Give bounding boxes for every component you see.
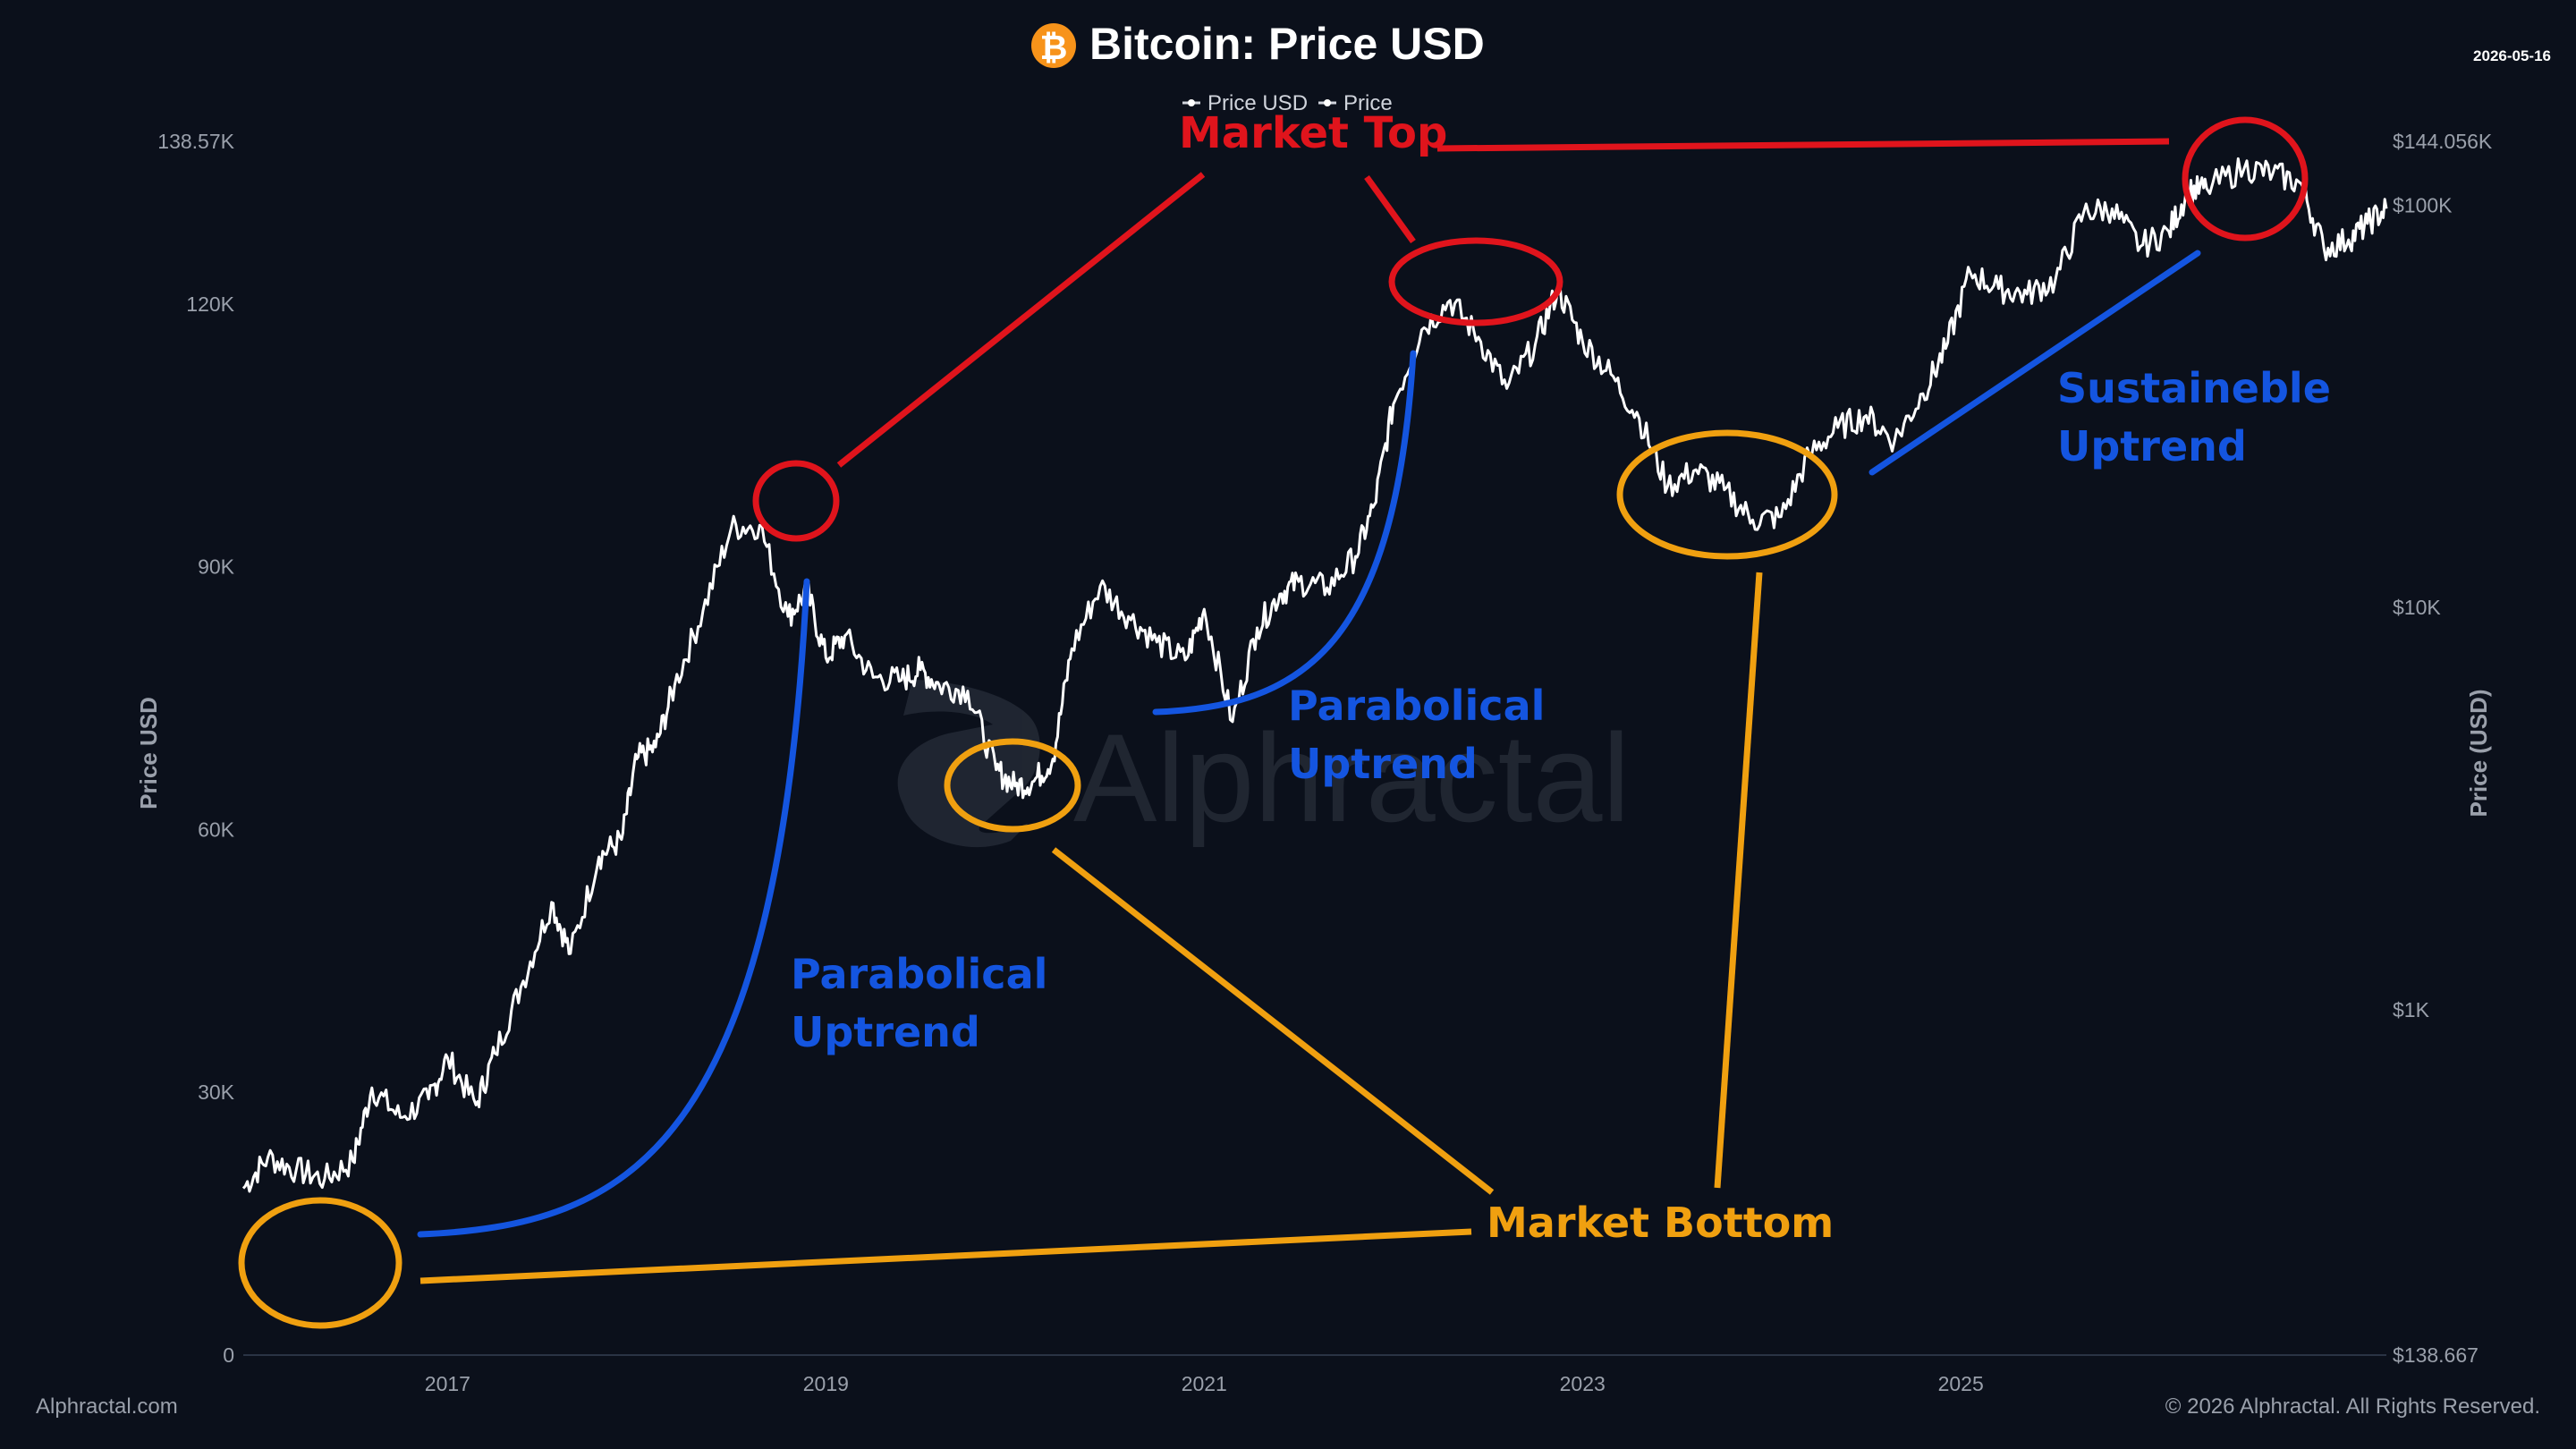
right-tick-label: $144.056K — [2393, 130, 2493, 153]
sustainable-uptrend-line — [1868, 250, 2201, 476]
parabolic-uptrend-label-2020-line1: Parabolical — [1288, 682, 1545, 730]
parabolic-curve-2020 — [1152, 350, 1417, 716]
uptrend-annotations — [417, 250, 2201, 1238]
parabolic-uptrend-label-2017-line2: Uptrend — [791, 1008, 980, 1056]
left-axis-title: Price USD — [135, 697, 162, 809]
sustainable-uptrend-label-line1: Sustaineble — [2057, 364, 2331, 412]
report-date: 2026-05-16 — [2473, 47, 2551, 64]
market-top-circle-2021 — [1388, 237, 1563, 326]
right-tick-label: $10K — [2393, 596, 2441, 619]
legend-price-marker — [1324, 99, 1331, 106]
right-axis-title: Price (USD) — [2465, 689, 2492, 817]
market-top-circle-2018 — [752, 460, 840, 542]
x-tick-label: 2025 — [1938, 1372, 1984, 1395]
market-top-annotations — [752, 116, 2309, 542]
chart-header: ₿ Bitcoin: Price USD 2026-05-16 — [1031, 19, 2551, 69]
parabolic-uptrend-label-2020-line2: Uptrend — [1288, 740, 1478, 788]
legend-price-usd-label: Price USD — [1208, 91, 1308, 115]
x-tick-label: 2023 — [1560, 1372, 1606, 1395]
market-top-line-left — [836, 172, 1206, 468]
chart-legend[interactable]: Price USD Price — [1182, 91, 1393, 115]
market-top-label: Market Top — [1179, 108, 1447, 158]
x-tick-label: 2021 — [1182, 1372, 1227, 1395]
left-tick-label: 0 — [223, 1343, 234, 1367]
market-bottom-label: Market Bottom — [1487, 1199, 1834, 1247]
market-bottom-annotations — [238, 429, 1838, 1329]
market-bottom-line-left — [419, 1228, 1472, 1284]
right-tick-label: $1K — [2393, 998, 2430, 1021]
market-top-line-right — [1436, 138, 2170, 152]
chart-title: Bitcoin: Price USD — [1089, 19, 1485, 69]
watermark-logo-icon — [897, 680, 1040, 848]
sustainable-uptrend-label-line2: Uptrend — [2057, 422, 2247, 470]
right-tick-label: $138.667 — [2393, 1343, 2479, 1367]
market-top-circle-2025 — [2182, 116, 2309, 242]
market-bottom-circle-2019 — [944, 738, 1081, 833]
parabolic-curve-2017 — [417, 578, 810, 1238]
x-tick-label: 2017 — [425, 1372, 470, 1395]
watermark-text: Alphractal — [1073, 708, 1631, 848]
left-tick-label: 120K — [186, 292, 234, 316]
left-tick-label: 90K — [198, 555, 235, 579]
footer-copyright: © 2026 Alphractal. All Rights Reserved. — [2165, 1394, 2540, 1419]
price-series — [242, 157, 2388, 1193]
x-tick-label: 2019 — [803, 1372, 849, 1395]
market-top-line-middle — [1364, 174, 1416, 244]
market-bottom-line-middle — [1051, 847, 1495, 1195]
left-tick-label: 60K — [198, 818, 235, 841]
market-bottom-circle-2015 — [238, 1197, 402, 1329]
bitcoin-icon — [1031, 23, 1076, 68]
bitcoin-symbol: ₿ — [1040, 30, 1068, 67]
watermark: Alphractal — [897, 680, 1631, 848]
market-bottom-circle-2022 — [1616, 429, 1838, 560]
legend-item-price[interactable]: Price — [1318, 91, 1393, 115]
left-tick-label: 30K — [198, 1080, 235, 1104]
left-tick-label: 138.57K — [157, 130, 234, 153]
legend-price-label: Price — [1343, 91, 1393, 115]
chart-axes: 0 30K 60K 90K 120K 138.57K $138.667 $1K $10K $100… — [157, 130, 2493, 1395]
footer-site: Alphractal.com — [36, 1394, 178, 1419]
price-line — [242, 157, 2388, 1193]
legend-price-usd-marker — [1188, 99, 1195, 106]
parabolic-uptrend-label-2017-line1: Parabolical — [791, 950, 1047, 998]
legend-item-price-usd[interactable]: Price USD — [1182, 91, 1308, 115]
right-tick-label: $100K — [2393, 193, 2453, 216]
market-bottom-line-right — [1714, 572, 1763, 1189]
